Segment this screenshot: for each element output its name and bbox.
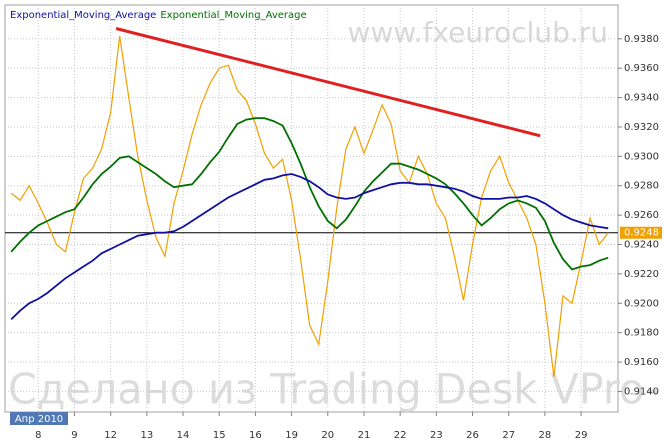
y-tick-label: 0.9340	[624, 93, 659, 104]
x-tick-label: 14	[177, 430, 190, 441]
y-tick-label: 0.9300	[624, 151, 659, 162]
y-tick-label: 0.9220	[624, 269, 659, 280]
x-tick-label: 22	[394, 430, 407, 441]
x-tick-label: 9	[71, 430, 77, 441]
y-tick-label: 0.9240	[624, 239, 659, 250]
x-tick-label: 28	[539, 430, 552, 441]
legend-entry: Exponential_Moving_Average	[10, 10, 156, 21]
x-tick-label: 19	[285, 430, 298, 441]
x-tick-label: 12	[104, 430, 117, 441]
x-tick-label: 29	[575, 430, 588, 441]
trendline	[115, 27, 541, 138]
y-tick-label: 0.9160	[624, 357, 659, 368]
x-period-label: Апр 2010	[15, 414, 63, 425]
y-tick-label: 0.9280	[624, 181, 659, 192]
watermark: Сделано из Trading Desk VPro-	[8, 365, 660, 414]
y-tick-label: 0.9260	[624, 210, 659, 221]
y-tick-label: 0.9320	[624, 122, 659, 133]
period-box	[10, 412, 68, 425]
series-line	[10, 117, 609, 271]
x-tick-label: 27	[502, 430, 515, 441]
x-tick-label: 15	[213, 430, 226, 441]
x-tick-label: 21	[358, 430, 371, 441]
x-tick-label: 20	[321, 430, 334, 441]
y-tick-label: 0.9140	[624, 386, 659, 397]
x-tick-label: 26	[466, 430, 479, 441]
series-line	[10, 35, 609, 377]
y-tick-label: 0.9360	[624, 63, 659, 74]
x-tick-label: 16	[249, 430, 262, 441]
watermark: www.fxeuroclub.ru	[348, 16, 608, 49]
x-tick-label: 23	[430, 430, 443, 441]
y-tick-label: 0.9180	[624, 328, 659, 339]
y-tick-label: 0.9200	[624, 298, 659, 309]
y-tick-label: 0.9380	[624, 34, 659, 45]
last-price-box	[620, 226, 662, 239]
x-tick-label: 13	[140, 430, 153, 441]
series-line	[10, 173, 609, 321]
legend-entry: Exponential_Moving_Average	[160, 10, 306, 21]
x-tick-label: 8	[35, 430, 41, 441]
plot-frame	[4, 4, 619, 413]
last-price-label: 0.9248	[624, 228, 659, 239]
